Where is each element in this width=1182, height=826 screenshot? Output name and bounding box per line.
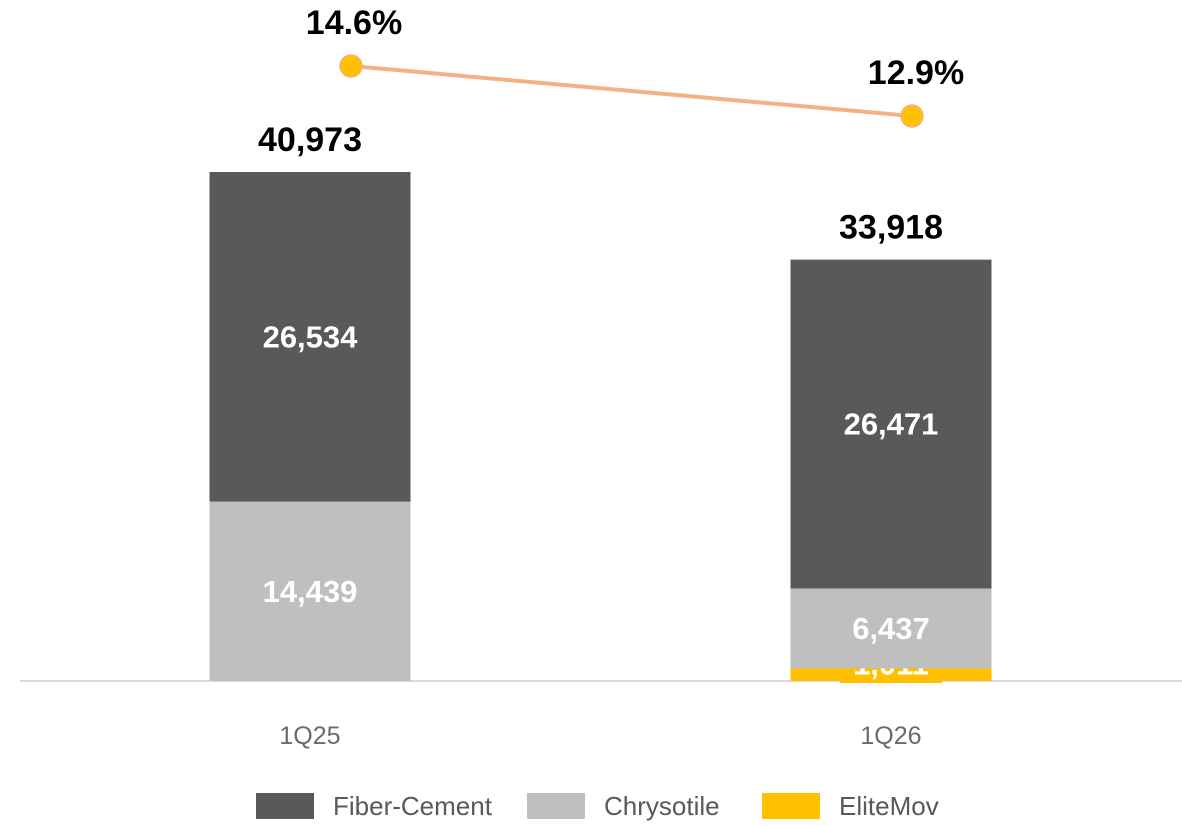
data-label-fiber-cement-1q26: 26,471	[844, 407, 939, 442]
data-label-fiber-cement-1q25: 26,534	[263, 319, 359, 354]
line-marker-1q25	[339, 54, 363, 78]
legend-swatch-elitemov	[762, 793, 820, 819]
bar-segment-fiber-cement-1q25	[209, 172, 411, 502]
line-marker-1q26	[900, 104, 924, 128]
data-label-chrysotile-1q26: 6,437	[852, 611, 930, 646]
category-label-1q25: 1Q25	[279, 722, 340, 750]
legend-swatch-chrysotile	[527, 793, 585, 819]
bar-segment-chrysotile-1q25	[209, 501, 411, 681]
line-series	[350, 64, 913, 118]
bar-segment-fiber-cement-1q26	[790, 259, 992, 589]
legend-label-chrysotile: Chrysotile	[604, 791, 720, 821]
category-label-1q26: 1Q26	[860, 722, 921, 750]
bar-segment-chrysotile-1q26	[790, 588, 992, 669]
data-label-chrysotile-1q25: 14,439	[263, 574, 358, 609]
legend-label-fiber-cement: Fiber-Cement	[333, 791, 493, 821]
legend-label-elitemov: EliteMov	[839, 791, 939, 821]
line-label-1q25: 14.6%	[306, 4, 402, 42]
total-label-1q25: 40,973	[258, 121, 362, 159]
legend-swatch-fiber-cement	[256, 793, 314, 819]
line-label-1q26: 12.9%	[868, 54, 964, 92]
total-label-1q26: 33,918	[839, 209, 943, 247]
